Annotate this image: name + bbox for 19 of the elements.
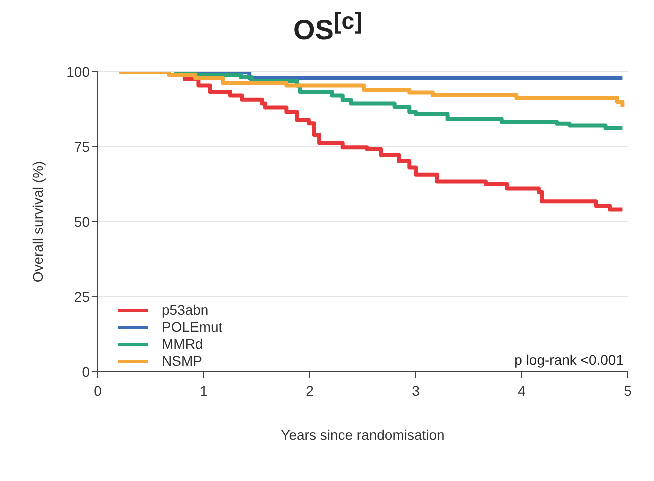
- x-axis-title: Years since randomisation: [281, 426, 445, 443]
- chart-title: OS$^{[c]}$: [292, 8, 364, 48]
- x-tick-label: 5: [624, 382, 632, 399]
- y-tick-label: 75: [74, 138, 90, 155]
- y-tick-label: 100: [66, 64, 90, 80]
- legend-label: NSMP: [162, 353, 202, 370]
- legend-label: POLEmut: [162, 319, 223, 336]
- x-tick-label: 3: [412, 382, 420, 399]
- y-tick-label: 50: [74, 214, 90, 230]
- legend-label: p53abn: [162, 302, 209, 319]
- annotation: p log-rank <0.001: [514, 352, 624, 368]
- legend-label: MMRd: [162, 336, 204, 353]
- x-tick-label: 2: [306, 382, 314, 399]
- y-tick-label: 25: [74, 288, 90, 305]
- y-tick-label: 0: [82, 364, 90, 380]
- y-axis-title: Overall survival (%): [30, 161, 46, 283]
- x-tick-label: 1: [200, 382, 208, 399]
- x-tick-label: 4: [518, 382, 526, 399]
- x-tick-label: 0: [94, 382, 102, 399]
